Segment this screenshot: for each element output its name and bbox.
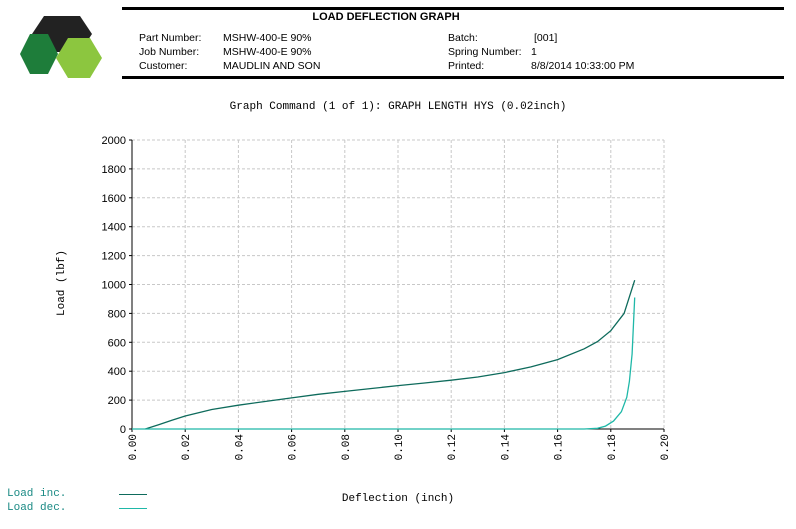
- legend-label-load-dec: Load dec.: [7, 502, 67, 514]
- job-number-value: MSHW-400-E 90%: [223, 46, 312, 58]
- legend-label-load-inc: Load inc.: [7, 488, 67, 500]
- y-tick-label: 1800: [102, 164, 126, 176]
- x-tick-label: 0.06: [288, 434, 300, 460]
- x-tick-label: 0.00: [128, 434, 140, 460]
- batch-value: [001]: [534, 32, 558, 44]
- y-tick-label: 1200: [102, 251, 126, 263]
- logo-green-hexagon: [20, 34, 58, 74]
- y-tick-label: 2000: [102, 135, 126, 147]
- series-line-load-inc: [145, 280, 636, 430]
- y-tick-label: 200: [108, 395, 126, 407]
- spring-number-value: 1: [531, 46, 537, 58]
- x-axis-label: Deflection (inch): [341, 493, 455, 505]
- header-top-rule: [122, 7, 784, 10]
- graph-command: Graph Command (1 of 1): GRAPH LENGTH HYS…: [229, 101, 567, 113]
- y-tick-label: 1000: [102, 280, 126, 292]
- y-tick-label: 600: [108, 337, 126, 349]
- x-tick-label: 0.20: [660, 434, 672, 460]
- legend-line-load-dec: [119, 508, 147, 509]
- x-tick-label: 0.12: [447, 434, 459, 460]
- y-tick-label: 800: [108, 308, 126, 320]
- customer-value: MAUDLIN AND SON: [223, 60, 321, 72]
- report-title: LOAD DEFLECTION GRAPH: [312, 11, 460, 23]
- x-tick-label: 0.02: [181, 434, 193, 460]
- company-logo-icon: [20, 16, 102, 78]
- header-bottom-rule: [122, 76, 784, 79]
- legend-line-load-inc: [119, 494, 147, 495]
- x-tick-label: 0.04: [234, 434, 246, 461]
- batch-label: Batch:: [448, 32, 478, 44]
- x-tick-label: 0.08: [341, 434, 353, 460]
- x-tick-label: 0.16: [554, 434, 566, 460]
- x-tick-label: 0.14: [500, 434, 512, 461]
- logo-lime-hexagon: [56, 38, 102, 78]
- y-axis-label: Load (lbf): [56, 249, 68, 317]
- part-number-value: MSHW-400-E 90%: [223, 32, 312, 44]
- y-tick-label: 0: [120, 424, 126, 436]
- y-tick-label: 400: [108, 366, 126, 378]
- series-line-load-dec: [132, 297, 636, 430]
- y-tick-label: 1600: [102, 193, 126, 205]
- customer-label: Customer:: [139, 60, 188, 72]
- x-tick-label: 0.18: [607, 434, 619, 460]
- x-tick-label: 0.10: [394, 434, 406, 460]
- y-tick-label: 1400: [102, 222, 126, 234]
- part-number-label: Part Number:: [139, 32, 202, 44]
- job-number-label: Job Number:: [139, 46, 200, 58]
- printed-value: 8/8/2014 10:33:00 PM: [531, 60, 635, 72]
- printed-label: Printed:: [448, 60, 485, 72]
- spring-number-label: Spring Number:: [448, 46, 522, 58]
